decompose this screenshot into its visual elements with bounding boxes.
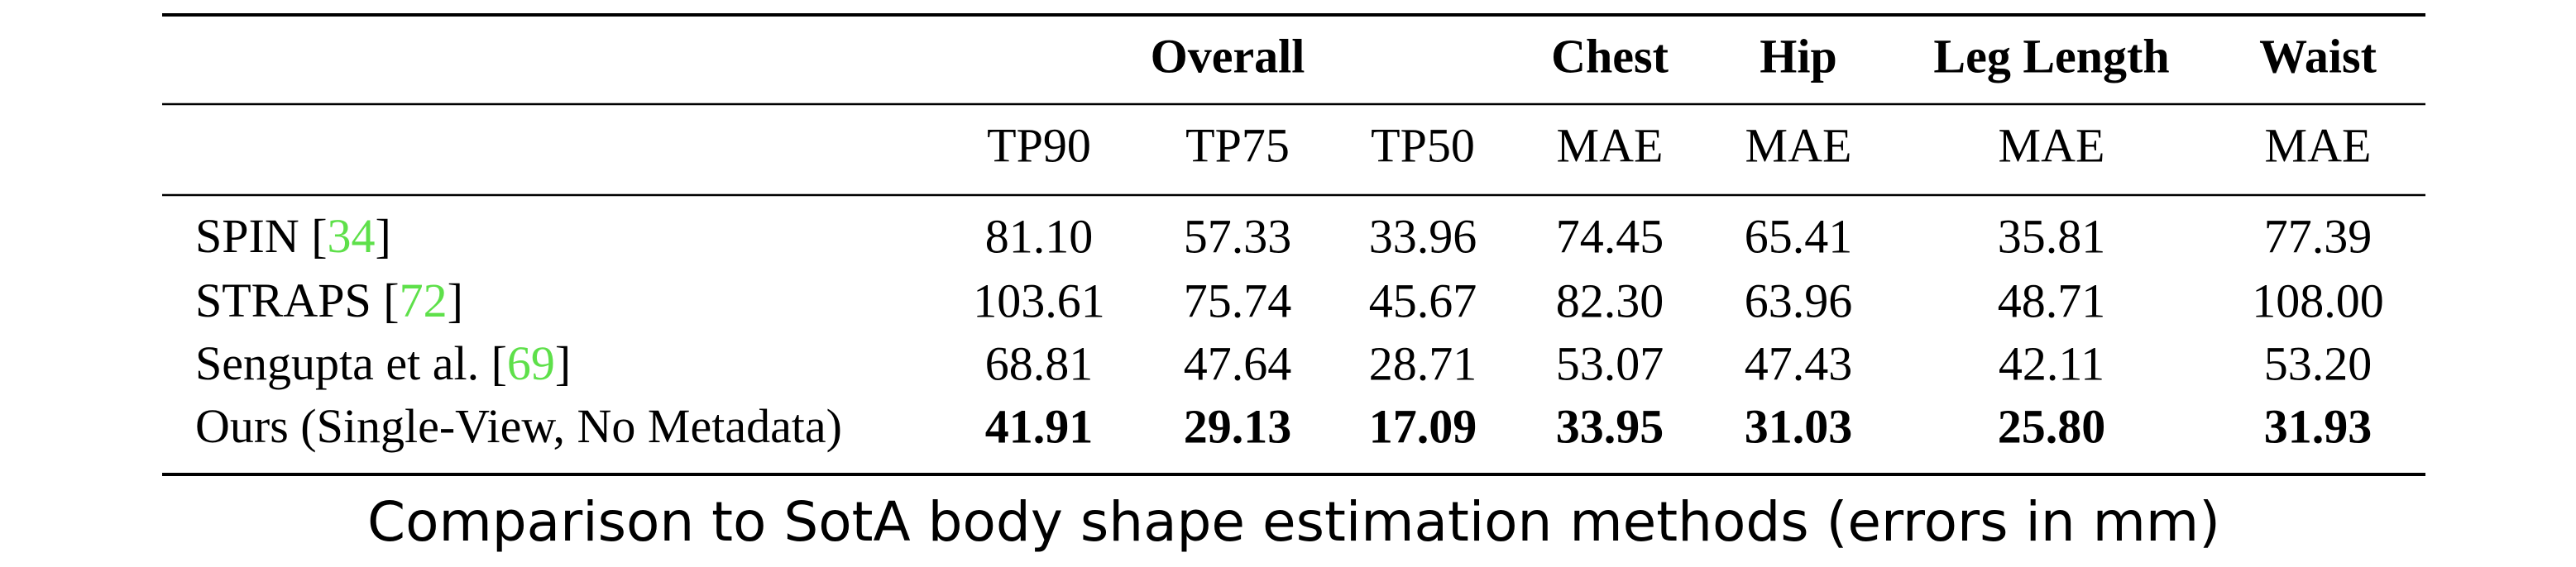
method-text: ] xyxy=(448,274,463,327)
cell-value: 81.10 xyxy=(985,209,1094,263)
cell-value: 33.95 xyxy=(1556,399,1664,453)
caption: Comparison to SotA body shape estimation… xyxy=(367,490,2220,554)
cell-value: 41.91 xyxy=(985,399,1094,453)
cell-value: 42.11 xyxy=(1999,336,2104,390)
cell-value: 74.45 xyxy=(1556,209,1664,263)
cell-value: 53.07 xyxy=(1556,336,1664,390)
column-header: TP90 xyxy=(987,118,1091,172)
cell-value: 31.93 xyxy=(2264,399,2373,453)
method-text: STRAPS [ xyxy=(195,274,400,327)
cell-value: 75.74 xyxy=(1184,274,1292,327)
column-header: MAE xyxy=(2265,118,2372,172)
column-header: TP50 xyxy=(1371,118,1475,172)
cell-value: 53.20 xyxy=(2264,336,2373,390)
cell-value: 103.61 xyxy=(973,274,1105,327)
column-header: MAE xyxy=(1745,118,1852,172)
group-header: Hip xyxy=(1760,29,1837,83)
method-text: Sengupta et al. [ xyxy=(195,336,507,390)
cell-value: 65.41 xyxy=(1745,209,1853,263)
citation: 34 xyxy=(328,209,376,263)
cell-value: 25.80 xyxy=(1998,399,2106,453)
cell-value: 108.00 xyxy=(2252,274,2384,327)
group-header: Chest xyxy=(1551,29,1669,83)
method-name: Sengupta et al. [69] xyxy=(195,336,571,390)
method-text: Ours (Single-View, No Metadata) xyxy=(195,399,842,453)
cell-value: 28.71 xyxy=(1369,336,1477,390)
cell-value: 45.67 xyxy=(1369,274,1477,327)
cell-value: 31.03 xyxy=(1745,399,1853,453)
citation: 69 xyxy=(507,336,555,390)
group-header: Leg Length xyxy=(1933,29,2169,83)
cell-value: 68.81 xyxy=(985,336,1094,390)
cell-value: 47.43 xyxy=(1745,336,1853,390)
cell-value: 47.64 xyxy=(1184,336,1292,390)
method-text: ] xyxy=(555,336,571,390)
cell-value: 35.81 xyxy=(1998,209,2106,263)
method-name: SPIN [34] xyxy=(195,209,391,263)
cell-value: 82.30 xyxy=(1556,274,1664,327)
method-text: SPIN [ xyxy=(195,209,328,263)
cell-value: 29.13 xyxy=(1184,399,1292,453)
method-name: Ours (Single-View, No Metadata) xyxy=(195,399,842,453)
cell-value: 57.33 xyxy=(1184,209,1292,263)
column-header: MAE xyxy=(1557,118,1664,172)
column-header: TP75 xyxy=(1185,118,1290,172)
group-header: Waist xyxy=(2259,29,2377,83)
group-header: Overall xyxy=(1151,29,1305,83)
method-text: ] xyxy=(376,209,391,263)
method-name: STRAPS [72] xyxy=(195,274,463,327)
cell-value: 77.39 xyxy=(2264,209,2373,263)
cell-value: 63.96 xyxy=(1745,274,1853,327)
citation: 72 xyxy=(400,274,448,327)
cell-value: 17.09 xyxy=(1369,399,1477,453)
cell-value: 48.71 xyxy=(1998,274,2106,327)
cell-value: 33.96 xyxy=(1369,209,1477,263)
column-header: MAE xyxy=(1999,118,2105,172)
